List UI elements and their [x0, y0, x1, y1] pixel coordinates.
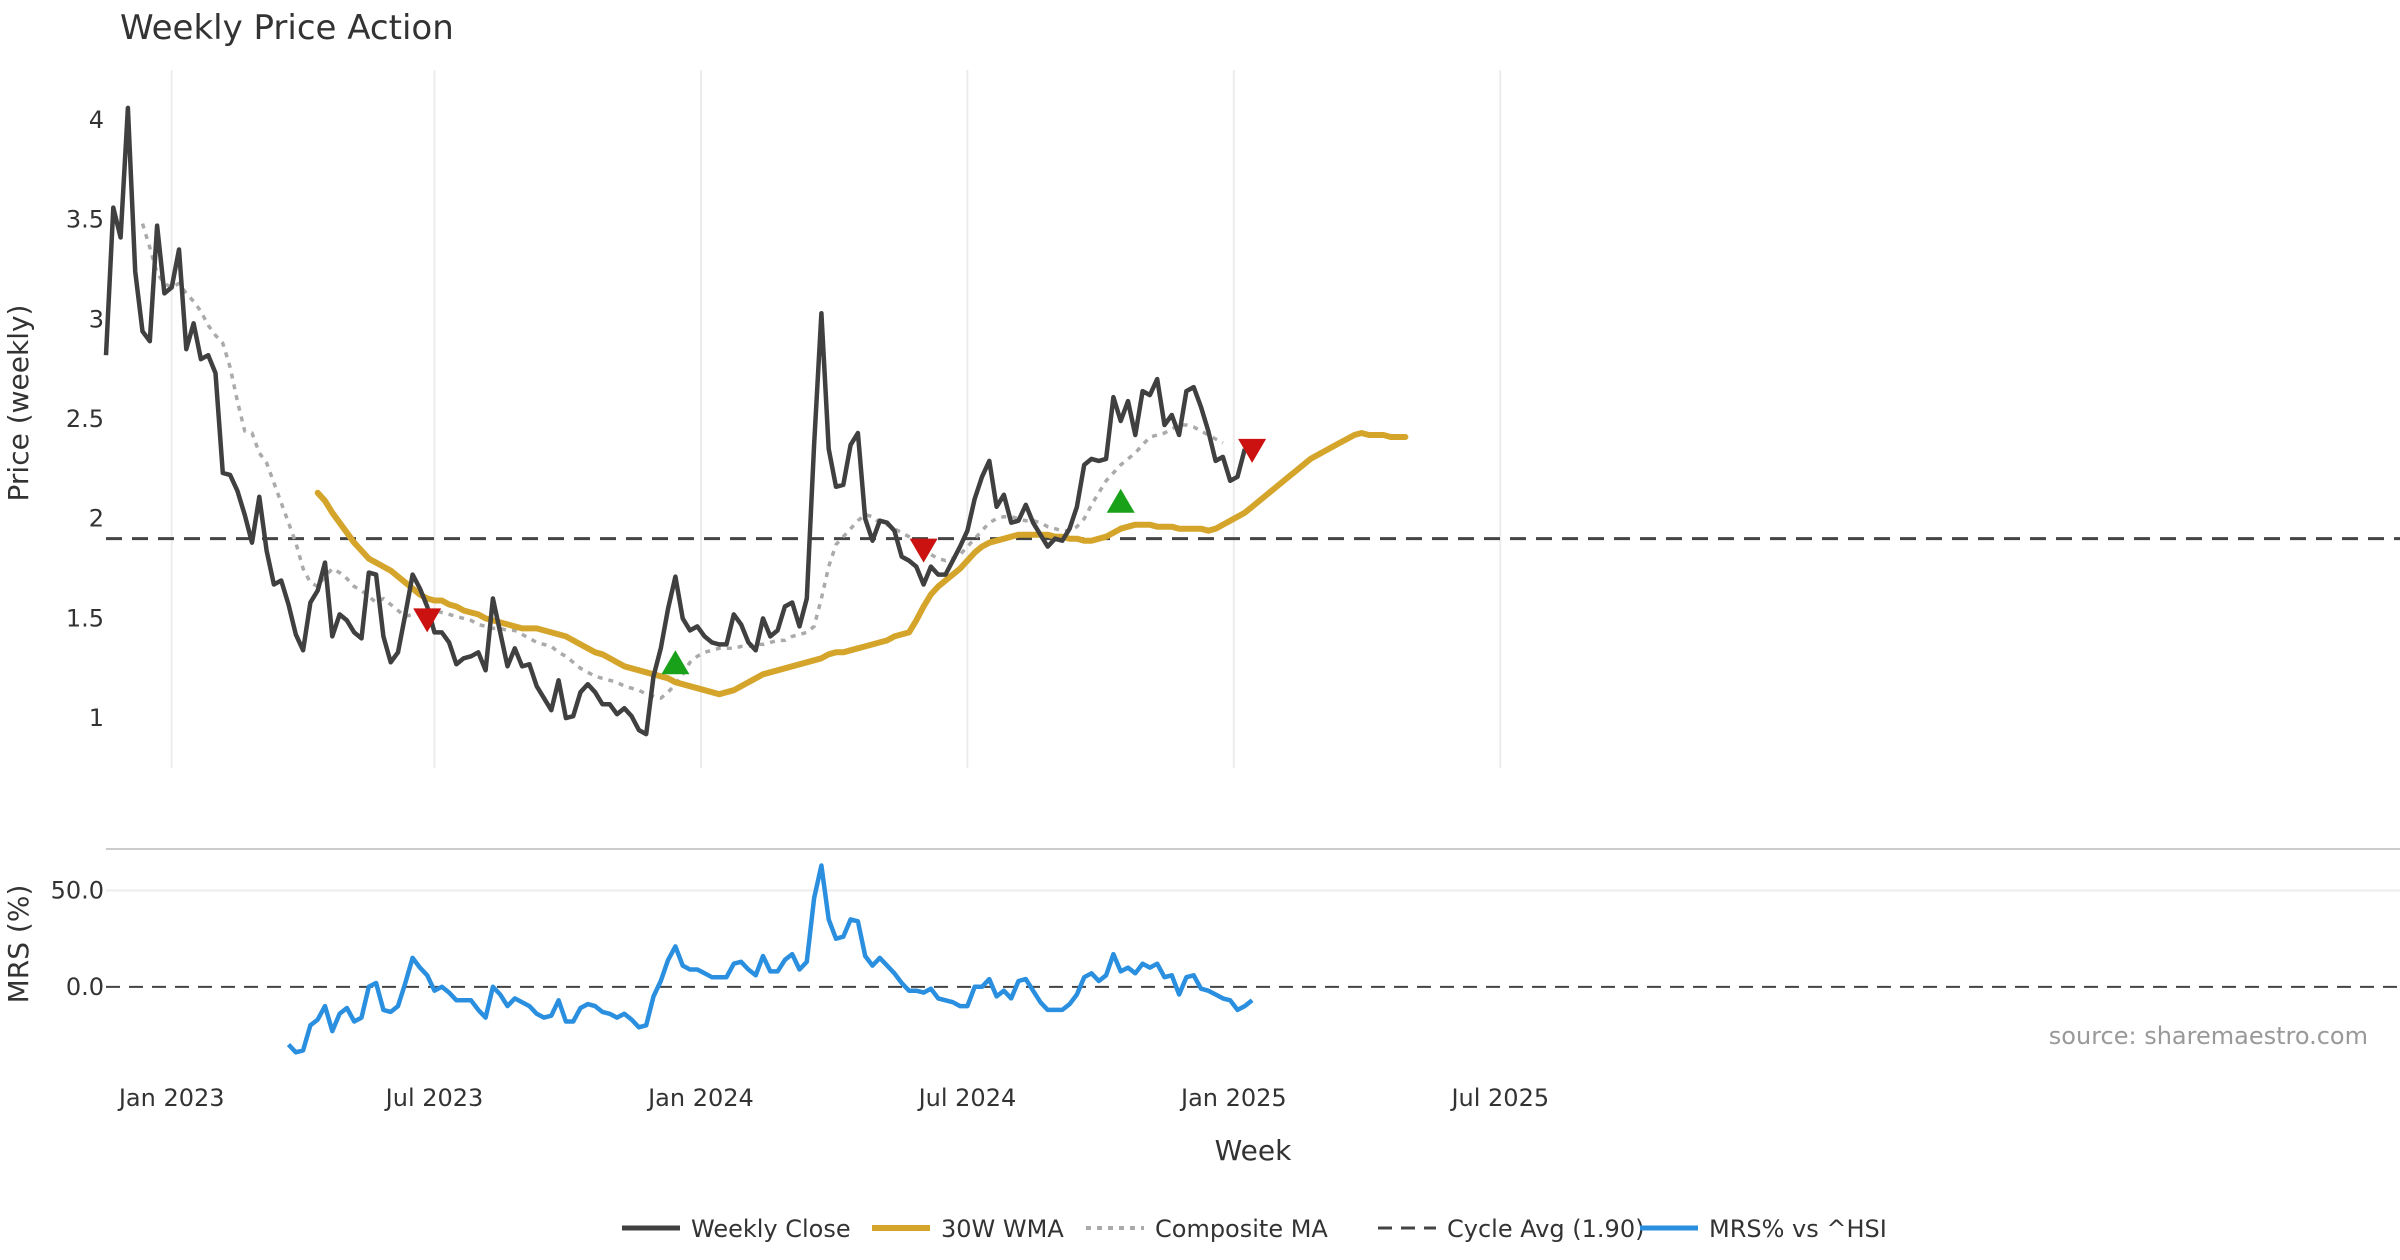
x-tick-label: Jul 2023	[384, 1084, 484, 1112]
x-tick-label: Jan 2024	[646, 1084, 754, 1112]
price-y-axis-title: Price (weekly)	[2, 305, 35, 502]
price-y-tick-label: 2	[89, 505, 104, 533]
x-axis-tick-labels: Jan 2023 Jul 2023 Jan 2024 Jul 2024 Jan 2025…	[117, 1084, 1549, 1112]
mrs-series	[286, 863, 1254, 1055]
x-tick-label: Jul 2025	[1449, 1084, 1549, 1112]
x-tick-label: Jan 2025	[1179, 1084, 1287, 1112]
legend-label: Composite MA	[1155, 1215, 1328, 1243]
x-axis-title: Week	[1215, 1134, 1292, 1167]
chart-title: Weekly Price Action	[120, 8, 454, 48]
sell-signal-marker	[413, 608, 442, 633]
price-y-tick-label: 4	[89, 106, 104, 134]
sell-signal-marker	[1238, 438, 1267, 463]
legend: Weekly Close 30W WMA Composite MA Cycle Avg…	[622, 1215, 1887, 1243]
price-y-axis-ticks: 1 1.5 2 2.5 3 3.5 4	[66, 106, 104, 732]
legend-label: 30W WMA	[941, 1215, 1064, 1243]
source-label: source: sharemaestro.com	[2049, 1022, 2368, 1050]
x-tick-label: Jan 2023	[117, 1084, 225, 1112]
price-y-tick-label: 1	[89, 704, 104, 732]
sell-signal-marker	[909, 538, 938, 563]
x-tick-label: Jul 2024	[917, 1084, 1017, 1112]
price-y-tick-label: 3.5	[66, 206, 104, 234]
price-y-tick-label: 2.5	[66, 405, 104, 433]
x-gridlines	[170, 70, 1502, 768]
price-y-tick-label: 1.5	[66, 604, 104, 632]
buy-signal-marker	[661, 650, 690, 675]
mrs-y-axis-ticks: 0.0 50.0	[51, 877, 2400, 1001]
legend-label: MRS% vs ^HSI	[1709, 1215, 1887, 1243]
legend-label: Weekly Close	[691, 1215, 851, 1243]
weekly-close-series	[103, 105, 1247, 737]
mrs-y-axis-title: MRS (%)	[2, 885, 35, 1004]
price-y-tick-label: 3	[89, 305, 104, 333]
mrs-y-tick-label: 50.0	[51, 877, 104, 905]
signal-markers	[413, 438, 1267, 675]
legend-label: Cycle Avg (1.90)	[1447, 1215, 1644, 1243]
buy-signal-marker	[1106, 488, 1135, 513]
mrs-y-tick-label: 0.0	[66, 973, 104, 1001]
